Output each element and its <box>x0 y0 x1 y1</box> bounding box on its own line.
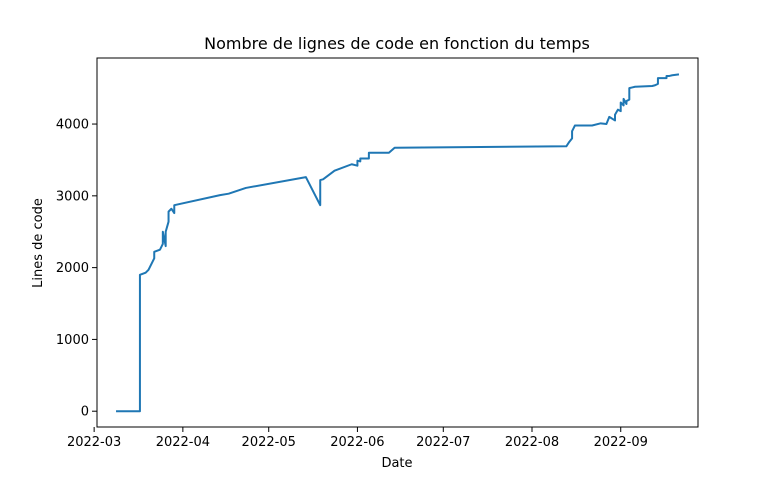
y-axis-label: Lines de code <box>31 198 46 288</box>
x-tick-label: 2022-08 <box>505 435 559 450</box>
x-tick-label: 2022-09 <box>594 435 648 450</box>
x-axis-label: Date <box>381 456 412 471</box>
y-tick-label: 3000 <box>56 189 89 204</box>
plot-area <box>96 57 699 428</box>
x-axis: 2022-03 2022-04 2022-05 2022-06 2022-07 2022-… <box>67 427 648 450</box>
y-tick-label: 2000 <box>56 261 89 276</box>
x-tick-label: 2022-07 <box>416 435 470 450</box>
x-tick-label: 2022-04 <box>156 435 210 450</box>
y-axis: 0 1000 2000 3000 4000 <box>56 118 97 420</box>
x-tick-label: 2022-05 <box>242 435 296 450</box>
y-tick-label: 1000 <box>56 333 89 348</box>
chart-title: Nombre de lignes de code en fonction du … <box>204 34 590 53</box>
x-tick-label: 2022-06 <box>330 435 384 450</box>
y-tick-label: 4000 <box>56 118 89 133</box>
series-line <box>116 73 680 413</box>
x-tick-label: 2022-03 <box>67 435 121 450</box>
plot-frame <box>96 57 699 428</box>
y-tick-label: 0 <box>81 405 89 420</box>
